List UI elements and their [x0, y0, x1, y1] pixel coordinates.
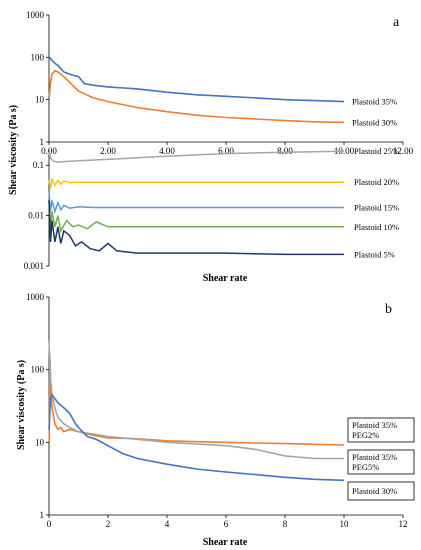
- panel-b-x-tick-label: 0: [47, 519, 52, 529]
- panel-a-upper-y-tick-label: 10: [35, 95, 45, 105]
- panel-b-series-line: [48, 393, 345, 482]
- panel-a-x-tick-label: 4.00: [159, 146, 175, 156]
- panel-b-x-tick-label: 2: [106, 519, 111, 529]
- panel-b-series-label-box: [347, 449, 415, 475]
- panel-a-x-tick-label: 6.00: [218, 146, 234, 156]
- panel-b-series-label: Plastoid 35% PEG5%: [352, 452, 397, 472]
- panel-b-series-label-line: Plastoid 35%: [352, 420, 397, 430]
- panel-a-series-line: [48, 191, 344, 215]
- panel-b-series-label: Plastoid 30%: [352, 486, 397, 496]
- panel-a-x-tick-label: 12.00: [393, 146, 414, 156]
- panel-a-series-label: Plastoid 15%: [354, 202, 399, 212]
- panel-b-series-label-line: PEG5%: [352, 462, 379, 472]
- panel-b-x-tick-label: 12: [399, 519, 408, 529]
- panel-a-y-axis-label: Shear viscosity (Pa s): [8, 105, 19, 195]
- panel-a-lower-series: Plastoid 25% Plastoid 20% Plastoid 15% Plas…: [48, 146, 399, 259]
- panel-a-lower-y-tick-label: 0.1: [33, 160, 44, 170]
- panel-b-label: b: [385, 302, 392, 317]
- panel-a-lower-ticks: 0.1 0.01 0.001: [24, 160, 49, 271]
- panel-a-series-label: Plastoid 20%: [354, 177, 399, 187]
- panel-a-series-label: Plastoid 30%: [352, 117, 397, 127]
- panel-a-series-label: Plastoid 5%: [354, 249, 395, 259]
- panel-a-series-line: [48, 56, 345, 103]
- panel-b-series-label-line: PEG2%: [352, 430, 379, 440]
- panel-b-series-label: Plastoid 35% PEG2%: [352, 420, 397, 440]
- panel-a-upper-y-tick-label: 100: [31, 52, 45, 62]
- panel-a: a Shear viscosity (Pa s) Shear rate 1101…: [8, 10, 414, 284]
- panel-a-upper-y-tick-label: 1: [40, 137, 45, 147]
- panel-a-series-line: [48, 69, 345, 124]
- panel-b-ticks: 1 10 100 1000 0 2 4 6 8 10 12: [26, 292, 408, 529]
- panel-b-series-label-line: Plastoid 35%: [352, 452, 397, 462]
- panel-b-series-label-box: [347, 417, 415, 443]
- panel-b-y-tick-label: 10: [35, 437, 45, 447]
- panel-a-series-line: [48, 200, 344, 233]
- panel-a-series-label: Plastoid 25%: [354, 146, 399, 156]
- panel-a-upper-ticks: 1 10 100 1000 0.00 2.00 4.00 6.00 8.00 10.00 12.00: [26, 10, 414, 156]
- panel-a-x-tick-label: 0.00: [41, 146, 57, 156]
- panel-a-x-tick-label: 8.00: [277, 146, 293, 156]
- panel-b: b Shear viscosity (Pa s) Shear rate 1101…: [16, 292, 415, 548]
- panel-b-x-tick-label: 8: [283, 519, 288, 529]
- panel-a-series-line: [48, 177, 344, 189]
- panel-a-x-axis-label: Shear rate: [203, 273, 248, 284]
- panel-a-x-tick-label: 10.00: [334, 146, 355, 156]
- panel-a-lower-y-tick-label: 0.001: [24, 261, 44, 271]
- panel-b-y-tick-label: 1000: [26, 292, 45, 302]
- panel-a-upper-series: Plastoid 35% Plastoid 30%: [48, 56, 397, 127]
- panel-b-y-tick-label: 100: [31, 365, 45, 375]
- panel-b-x-tick-label: 6: [224, 519, 229, 529]
- panel-a-series-label: Plastoid 10%: [354, 222, 399, 232]
- panel-b-series-line: [48, 340, 344, 460]
- panel-b-x-axis-label: Shear rate: [203, 537, 248, 548]
- panel-b-x-tick-label: 10: [340, 519, 350, 529]
- panel-b-x-tick-label: 4: [165, 519, 170, 529]
- panel-a-series-line: [48, 200, 344, 256]
- panel-a-upper-y-tick-label: 1000: [26, 10, 45, 20]
- panel-b-y-axis-label: Shear viscosity (Pa s): [16, 360, 27, 450]
- panel-a-series-line: [48, 150, 345, 163]
- panel-a-label: a: [393, 15, 400, 30]
- panel-a-series-label: Plastoid 35%: [352, 97, 397, 107]
- panel-b-series-label-box: [347, 481, 415, 501]
- panel-a-x-tick-label: 2.00: [100, 146, 116, 156]
- panel-b-y-tick-label: 1: [40, 510, 45, 520]
- panel-b-series-line: [48, 356, 345, 446]
- panel-b-series: Plastoid 35% PEG2%Plastoid 35% PEG5%Plasto…: [48, 340, 415, 501]
- panel-a-lower-y-tick-label: 0.01: [28, 211, 44, 221]
